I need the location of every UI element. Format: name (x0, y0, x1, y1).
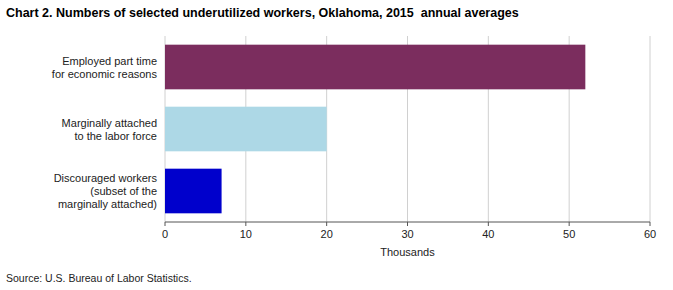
x-tick-label: 40 (482, 228, 494, 240)
source: Source: U.S. Bureau of Labor Statistics. (6, 272, 192, 284)
x-axis-label: Thousands (380, 246, 435, 258)
x-tick-label: 10 (240, 228, 252, 240)
bars (165, 45, 585, 214)
category-label: Employed part timefor economic reasons (52, 55, 158, 80)
x-tick-label: 30 (401, 228, 413, 240)
category-label-line: to the labor force (74, 130, 157, 142)
bar (165, 107, 327, 152)
x-tick-label: 20 (321, 228, 333, 240)
x-tick (569, 222, 570, 226)
title: Chart 2. Numbers of selected underutiliz… (6, 6, 519, 20)
x-tick-label: 50 (563, 228, 575, 240)
category-label: Marginally attachedto the labor force (62, 117, 157, 142)
category-label-line: for economic reasons (52, 68, 158, 80)
bar (165, 45, 585, 90)
x-tick (407, 222, 408, 226)
grid-line (650, 36, 651, 222)
bar (165, 169, 222, 214)
x-tick (650, 222, 651, 226)
category-label-line: Employed part time (62, 55, 157, 67)
x-tick-label: 60 (644, 228, 656, 240)
x-tick-label: 0 (162, 228, 168, 240)
x-tick (165, 222, 166, 226)
chart-container: Chart 2. Numbers of selected underutiliz… (0, 0, 673, 290)
x-tick (245, 222, 246, 226)
x-tick (326, 222, 327, 226)
category-label-line: (subset of the (90, 185, 157, 197)
category-label: Discouraged workers(subset of themargina… (54, 172, 158, 210)
category-label-line: Marginally attached (62, 117, 157, 129)
grid (165, 36, 650, 222)
category-label-line: Discouraged workers (54, 172, 158, 184)
category-label-line: marginally attached) (58, 198, 157, 210)
x-tick (488, 222, 489, 226)
chart-svg: Chart 2. Numbers of selected underutiliz… (0, 0, 673, 290)
